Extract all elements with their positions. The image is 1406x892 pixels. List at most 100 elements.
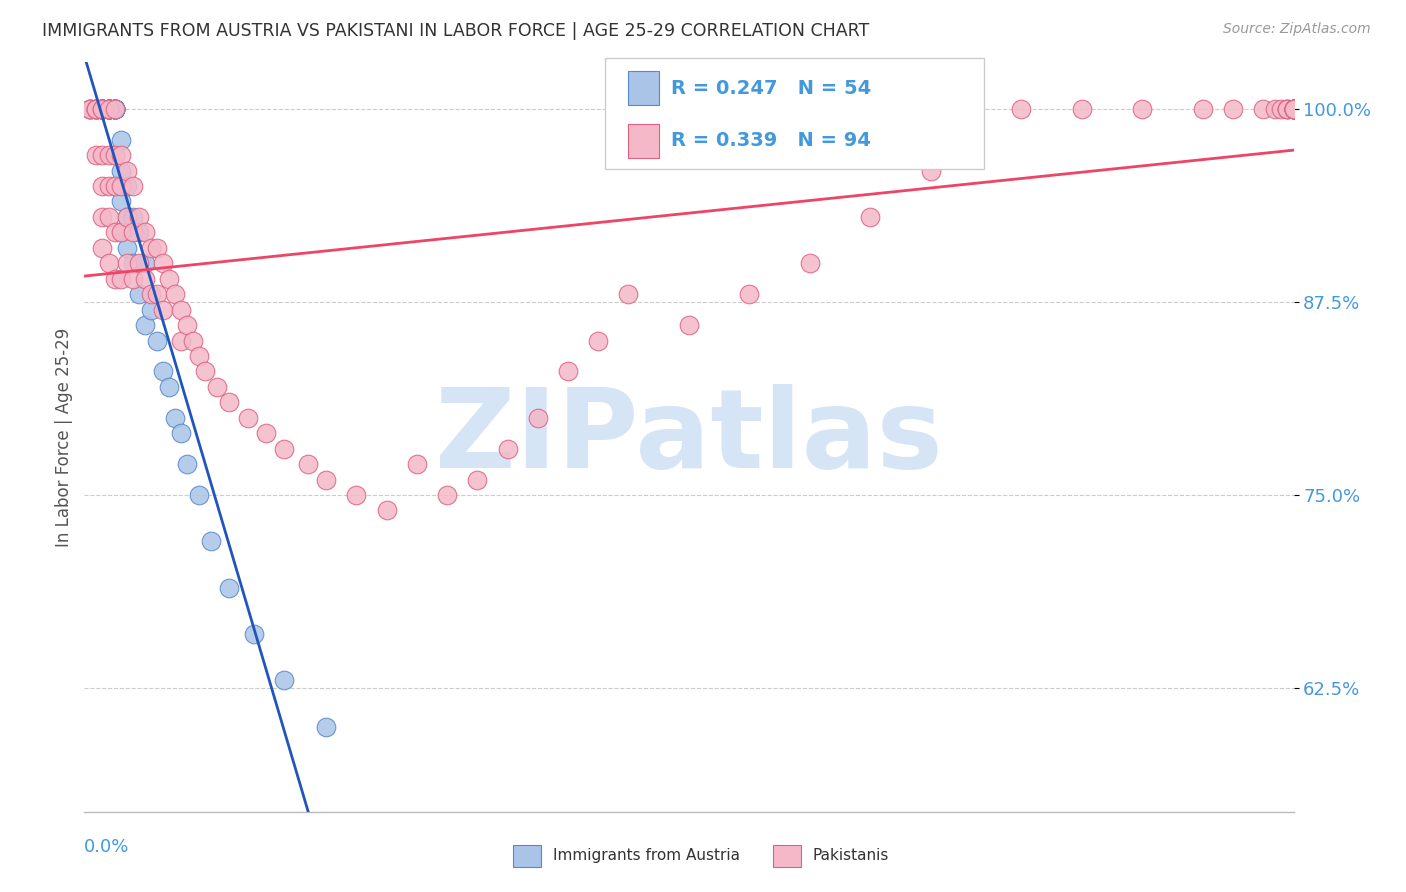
Point [115, 256, 138, 270]
Point [218, 581, 240, 595]
Point [1277, 102, 1299, 116]
Point [1282, 102, 1305, 116]
Point [1222, 102, 1244, 116]
Point [97, 102, 120, 116]
Point [139, 302, 162, 317]
Point [859, 210, 882, 224]
Point [1282, 102, 1305, 116]
Point [91, 179, 114, 194]
Point [1282, 102, 1305, 116]
Point [1270, 102, 1292, 116]
Point [152, 364, 174, 378]
Point [121, 256, 143, 270]
Point [188, 349, 211, 363]
Point [406, 457, 429, 471]
Point [86, 102, 108, 116]
Point [110, 179, 132, 194]
Point [146, 334, 169, 348]
Point [527, 410, 550, 425]
Point [346, 488, 368, 502]
Point [104, 102, 127, 116]
Point [200, 534, 222, 549]
Text: 0.0%: 0.0% [84, 838, 129, 856]
Point [110, 148, 132, 162]
Point [104, 271, 127, 285]
Point [1282, 102, 1305, 116]
Point [91, 102, 114, 116]
Point [86, 102, 108, 116]
Point [110, 226, 132, 240]
Point [110, 194, 132, 209]
Point [1282, 102, 1305, 116]
Point [115, 241, 138, 255]
Point [134, 318, 156, 332]
Point [315, 473, 337, 487]
Point [97, 102, 120, 116]
Text: Immigrants from Austria: Immigrants from Austria [553, 848, 740, 863]
Point [157, 271, 180, 285]
Point [207, 380, 229, 394]
Point [273, 673, 295, 688]
Point [128, 226, 150, 240]
Point [236, 410, 259, 425]
Point [91, 210, 114, 224]
Point [104, 179, 127, 194]
Point [134, 226, 156, 240]
Point [86, 102, 108, 116]
Point [1071, 102, 1094, 116]
Point [110, 271, 132, 285]
Text: Pakistanis: Pakistanis [813, 848, 889, 863]
Point [104, 148, 127, 162]
Point [128, 256, 150, 270]
Point [91, 102, 114, 116]
Point [110, 163, 132, 178]
Point [91, 241, 114, 255]
Point [104, 102, 127, 116]
Point [79, 102, 101, 116]
Point [436, 488, 458, 502]
Point [128, 210, 150, 224]
Point [1282, 102, 1305, 116]
Text: Source: ZipAtlas.com: Source: ZipAtlas.com [1223, 22, 1371, 37]
Point [617, 287, 640, 301]
Point [104, 102, 127, 116]
Text: ZIPatlas: ZIPatlas [434, 384, 943, 491]
Point [79, 102, 101, 116]
Point [242, 627, 264, 641]
Point [91, 102, 114, 116]
Point [467, 473, 489, 487]
Point [121, 226, 143, 240]
Point [139, 241, 162, 255]
Point [97, 102, 120, 116]
Point [1264, 102, 1286, 116]
Point [91, 102, 114, 116]
Point [1277, 102, 1299, 116]
Point [115, 179, 138, 194]
Point [165, 287, 187, 301]
Point [79, 102, 101, 116]
Point [97, 148, 120, 162]
Point [165, 410, 187, 425]
Point [128, 287, 150, 301]
Point [97, 102, 120, 116]
Point [104, 102, 127, 116]
Point [91, 102, 114, 116]
Point [86, 102, 108, 116]
Point [254, 426, 277, 441]
Point [104, 102, 127, 116]
Point [104, 226, 127, 240]
Point [86, 102, 108, 116]
Point [110, 226, 132, 240]
Point [115, 210, 138, 224]
Point [97, 102, 120, 116]
Point [1130, 102, 1153, 116]
Text: R = 0.247   N = 54: R = 0.247 N = 54 [671, 78, 870, 98]
Point [188, 488, 211, 502]
Point [588, 334, 610, 348]
Point [97, 102, 120, 116]
Point [170, 426, 193, 441]
Point [496, 442, 519, 456]
Point [110, 133, 132, 147]
Point [1192, 102, 1215, 116]
Point [97, 102, 120, 116]
